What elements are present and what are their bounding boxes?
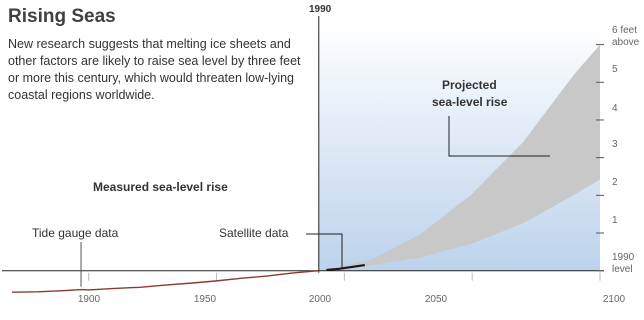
projected-label-line-1: Projected bbox=[442, 78, 497, 92]
x-tick-2100: 2100 bbox=[602, 294, 626, 305]
projected-sea-level-band bbox=[318, 44, 600, 271]
satellite-line bbox=[326, 263, 365, 272]
y-baseline-label-line-1: 1990 bbox=[612, 252, 635, 263]
x-tick-1900: 1900 bbox=[77, 294, 101, 305]
chart-subtitle: New research suggests that melting ice s… bbox=[8, 37, 301, 102]
tide-gauge-label: Tide gauge data bbox=[32, 226, 119, 240]
y-axis-ticks bbox=[596, 44, 604, 272]
x-tick-2050: 2050 bbox=[424, 294, 448, 305]
y-tick-2: 2 bbox=[612, 177, 618, 188]
tide-gauge-line bbox=[11, 269, 319, 293]
y-tick-4: 4 bbox=[612, 103, 618, 114]
x-tick-1950: 1950 bbox=[193, 294, 217, 305]
satellite-label: Satellite data bbox=[219, 226, 289, 240]
projected-label-line-2: sea-level rise bbox=[432, 95, 508, 109]
projected-leader-line bbox=[448, 116, 550, 157]
satellite-leader-line bbox=[306, 233, 343, 269]
chart-title: Rising Seas bbox=[8, 6, 116, 27]
y-top-label-line-2: above bbox=[612, 37, 640, 48]
reference-year-label: 1990 bbox=[309, 4, 332, 15]
y-top-label-line-1: 6 feet bbox=[612, 25, 638, 36]
measured-label: Measured sea-level rise bbox=[93, 180, 228, 194]
y-baseline-label-line-2: level bbox=[612, 264, 633, 275]
chart-gridlines bbox=[88, 272, 601, 281]
y-tick-1: 1 bbox=[612, 215, 618, 226]
x-tick-2000: 2000 bbox=[308, 294, 332, 305]
y-tick-3: 3 bbox=[612, 139, 618, 150]
y-tick-5: 5 bbox=[612, 64, 618, 75]
